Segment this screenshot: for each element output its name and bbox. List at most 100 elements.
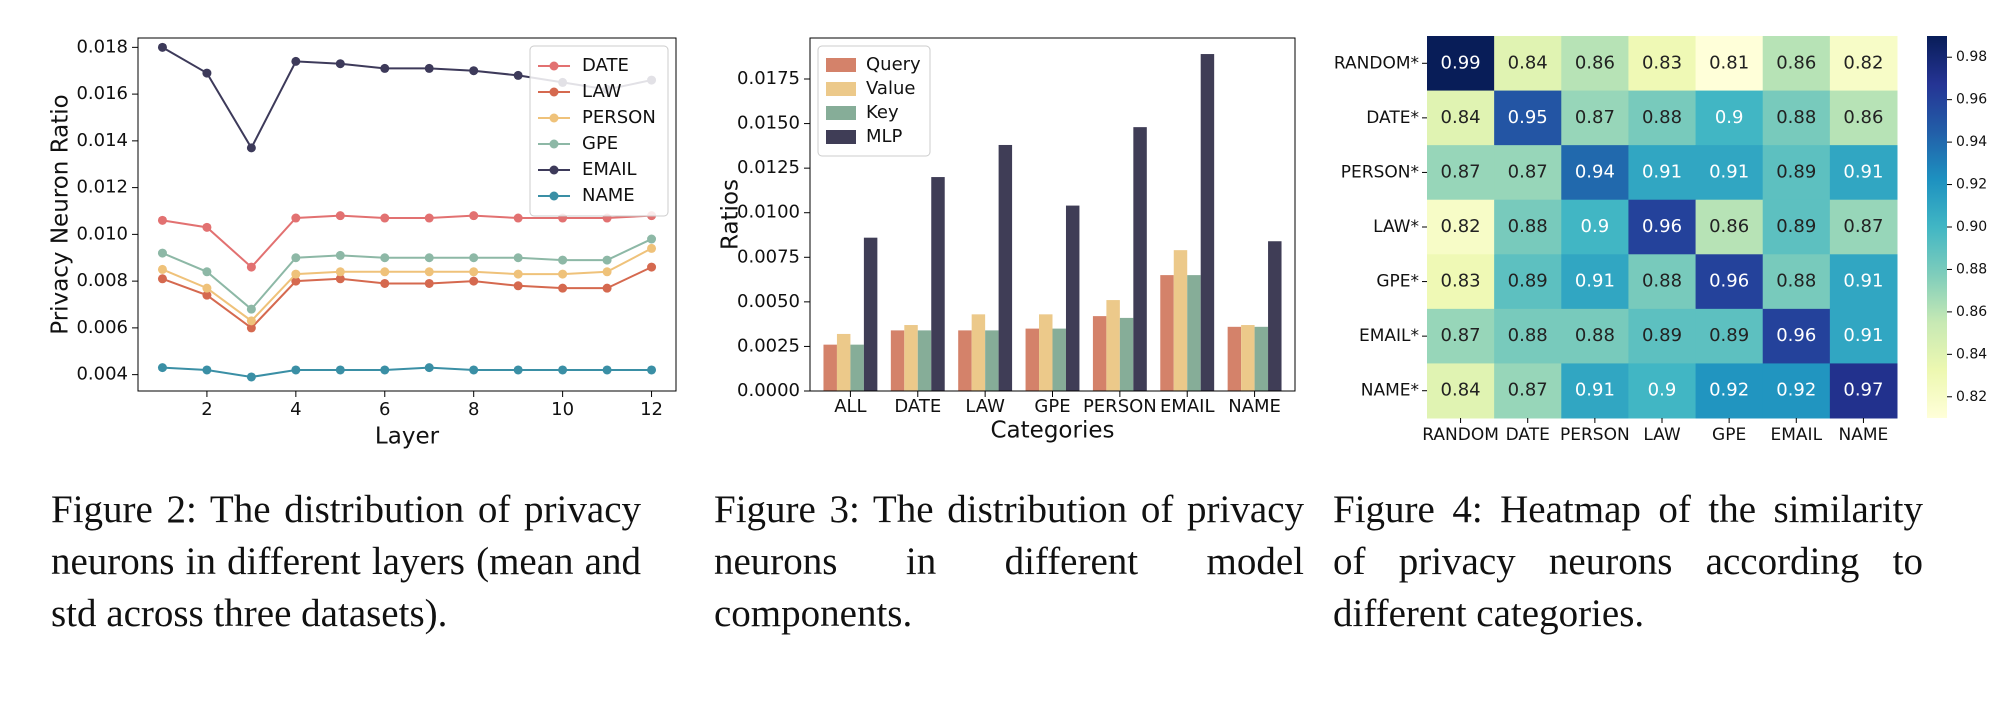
x-tick-label: LAW <box>965 396 1005 417</box>
bar <box>823 344 837 391</box>
heatmap-cell <box>1695 199 1764 255</box>
legend-label: GPE <box>582 133 618 154</box>
cell-label: 0.96 <box>1642 216 1682 237</box>
heatmap-cell <box>1829 90 1898 146</box>
cell-label: 0.88 <box>1776 107 1816 128</box>
point <box>424 213 434 223</box>
point <box>424 363 434 373</box>
point <box>335 274 345 284</box>
cell-label: 0.88 <box>1642 107 1682 128</box>
cell-label: 0.88 <box>1508 325 1548 346</box>
heatmap-cell <box>1494 36 1562 92</box>
bar <box>931 177 945 391</box>
legend-marker <box>549 113 559 123</box>
cell-label: 0.91 <box>1709 161 1749 182</box>
y-tick-label: 0.012 <box>76 177 128 198</box>
point <box>291 253 301 263</box>
heatmap-cell <box>1829 308 1898 364</box>
cell-label: 0.96 <box>1709 271 1749 292</box>
bar <box>1254 326 1269 391</box>
legend-marker <box>549 61 559 71</box>
point <box>469 365 479 375</box>
point <box>424 253 434 263</box>
series-line <box>162 238 652 311</box>
heatmap-cell <box>1561 199 1629 255</box>
heatmap-cell <box>1829 36 1898 92</box>
cell-label: 0.92 <box>1776 380 1816 401</box>
heatmap-cell <box>1628 145 1697 201</box>
cell-label: 0.87 <box>1441 161 1481 182</box>
cell-label: 0.87 <box>1508 380 1548 401</box>
colorbar-tick-label: 0.96 <box>1956 92 1987 108</box>
cell-label: 0.86 <box>1709 216 1749 237</box>
cell-label: 0.83 <box>1441 271 1481 292</box>
legend-label: NAME <box>582 185 635 206</box>
heatmap-cell <box>1561 145 1629 201</box>
heatmap-cell <box>1494 90 1562 146</box>
x-tick-label: ALL <box>834 396 866 417</box>
cell-label: 0.82 <box>1441 216 1481 237</box>
point <box>469 276 479 286</box>
cell-label: 0.83 <box>1642 52 1682 73</box>
bar <box>1092 316 1107 391</box>
point <box>157 42 167 52</box>
heatmap-cell <box>1427 308 1495 364</box>
cell-label: 0.89 <box>1709 325 1749 346</box>
legend-label: PERSON <box>582 107 656 128</box>
y-tick-label: 0.006 <box>76 317 128 338</box>
bar <box>1133 127 1147 391</box>
bar <box>904 325 918 391</box>
legend-marker <box>549 87 559 97</box>
heatmap-cell <box>1427 363 1495 419</box>
point <box>513 70 523 80</box>
point <box>157 248 167 258</box>
point <box>380 253 390 263</box>
heatmap-cell <box>1628 363 1697 419</box>
column-label: GPE <box>1712 425 1746 445</box>
y-axis-label: Ratios <box>718 179 744 250</box>
heatmap-cell <box>1427 199 1495 255</box>
heatmap-cell <box>1762 199 1831 255</box>
legend-label: LAW <box>582 81 622 102</box>
colorbar-tick-label: 0.98 <box>1956 49 1987 65</box>
point <box>513 253 523 263</box>
column-label: LAW <box>1643 425 1681 445</box>
plot-frame <box>137 37 677 392</box>
colorbar-tick-label: 0.94 <box>1956 134 1987 150</box>
cell-label: 0.88 <box>1575 325 1615 346</box>
x-tick-label: 4 <box>290 399 301 420</box>
colorbar-tick-label: 0.88 <box>1956 261 1987 277</box>
bar <box>985 330 999 391</box>
heatmap-cell <box>1762 308 1831 364</box>
point <box>291 56 301 66</box>
point <box>246 323 256 333</box>
heatmap-cell <box>1561 36 1629 92</box>
y-tick-label: 0.014 <box>76 130 128 151</box>
point <box>602 255 612 265</box>
point <box>202 283 212 293</box>
heatmap-cell <box>1427 90 1495 146</box>
legend-swatch <box>826 58 856 72</box>
point <box>513 365 523 375</box>
heatmap-cell <box>1829 145 1898 201</box>
cell-label: 0.92 <box>1709 380 1749 401</box>
point <box>157 274 167 284</box>
point <box>602 267 612 277</box>
point <box>380 213 390 223</box>
legend-swatch <box>826 130 856 144</box>
heatmap-cell <box>1561 308 1629 364</box>
point <box>424 63 434 73</box>
cell-label: 0.96 <box>1776 325 1816 346</box>
point <box>513 281 523 291</box>
point <box>291 213 301 223</box>
heatmap-cell <box>1494 308 1562 364</box>
x-tick-label: DATE <box>894 396 941 417</box>
series-line <box>162 266 652 330</box>
heatmap-cell <box>1695 90 1764 146</box>
cell-label: 0.97 <box>1843 380 1883 401</box>
point <box>246 304 256 314</box>
column-label: PERSON <box>1560 425 1630 445</box>
cell-label: 0.89 <box>1776 216 1816 237</box>
bar <box>1200 54 1215 391</box>
cell-label: 0.91 <box>1575 380 1615 401</box>
